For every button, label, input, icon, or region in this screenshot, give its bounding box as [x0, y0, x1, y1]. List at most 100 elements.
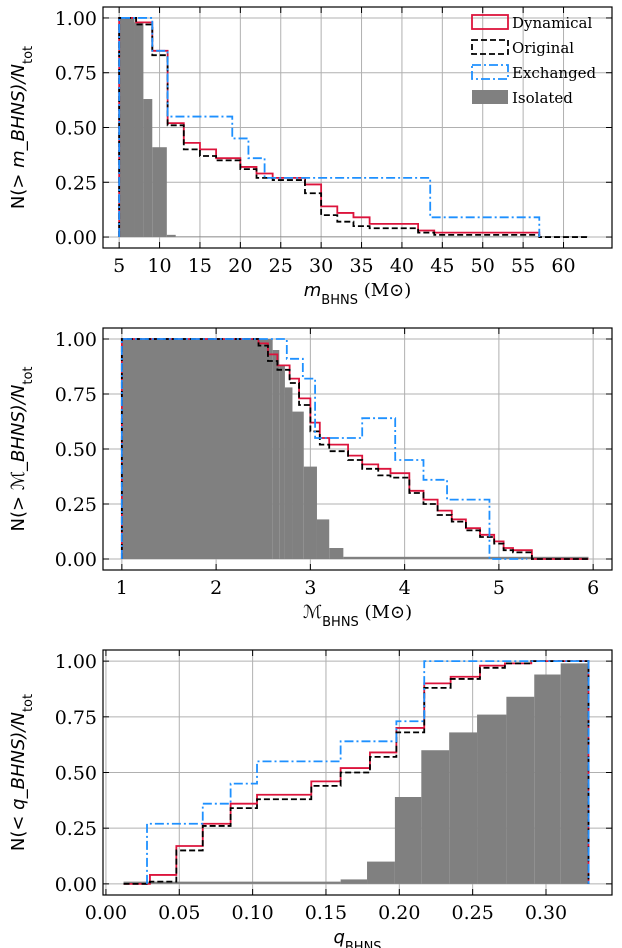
legend: Dynamical Original Exchanged Isolated	[471, 14, 597, 107]
y-tick-label: 0.25	[55, 494, 97, 516]
x-tick-label: 40	[390, 255, 414, 277]
legend-label-dynamical: Dynamical	[512, 14, 592, 32]
y-axis-label-part: N(>	[8, 490, 29, 531]
x-tick-label: 25	[269, 255, 293, 277]
y-axis-label: N(> ℳ_BHNS)/Ntot	[8, 366, 36, 531]
series-line-exchanged	[120, 338, 528, 560]
bar-isolated	[123, 881, 341, 884]
plot-area	[103, 328, 612, 570]
legend-label-isolated: Isolated	[512, 89, 573, 107]
x-tick-label: 5	[113, 255, 125, 277]
y-tick-label: 0.00	[55, 874, 97, 896]
y-axis-label-part: tot	[21, 366, 36, 384]
x-axis-label-part: (M⊙)	[359, 602, 412, 623]
y-axis-label-part: N(>	[8, 168, 29, 209]
y-axis-label-part: N(<	[8, 810, 29, 851]
series-line-exchanged	[118, 17, 541, 238]
bar-isolated	[121, 339, 273, 559]
x-axis-label: mBHNS (M⊙)	[304, 280, 412, 308]
y-tick-label: 1.00	[55, 8, 97, 30]
x-tick-label: 15	[188, 255, 212, 277]
x-axis-label-part: BHNS	[345, 940, 382, 948]
x-axis-label: ℳBHNS (M⊙)	[303, 602, 412, 630]
y-tick-label: 0.50	[55, 439, 97, 461]
x-tick-label: 30	[309, 255, 333, 277]
x-tick-label: 1	[116, 577, 128, 599]
x-tick-label: 4	[399, 577, 411, 599]
series-line-original	[120, 338, 589, 560]
x-axis-label-part: ℳ	[303, 602, 322, 623]
bar-isolated	[279, 365, 285, 559]
legend-label-original: Original	[512, 39, 574, 57]
chart-panel-1: 5 10 15 20 25 30 35 40 45 50 55 60 0.00 0.25 0.50 0.75 1…	[8, 6, 613, 308]
y-tick-label: 0.25	[55, 818, 97, 840]
x-axis-label-part: (M⊙)	[358, 280, 411, 301]
bar-isolated	[303, 466, 317, 559]
x-axis-label-part: q	[333, 927, 344, 948]
x-tick-label: 3	[304, 577, 316, 599]
bar-isolated	[119, 17, 135, 238]
x-tick-label: 0.30	[525, 902, 567, 924]
x-tick-label: 45	[430, 255, 454, 277]
x-tick-label: 0.05	[158, 902, 200, 924]
x-tick-label: 55	[511, 255, 535, 277]
y-tick-label: 0.50	[55, 118, 97, 140]
bar-isolated	[394, 797, 422, 884]
y-axis-label-part: tot	[21, 46, 36, 64]
y-tick-label: 0.00	[55, 227, 97, 249]
x-axis-label: qBHNS	[333, 927, 381, 948]
legend-swatch-dynamical	[471, 14, 509, 30]
bar-isolated	[316, 519, 330, 559]
series-line-original	[123, 660, 590, 885]
y-tick-label: 0.00	[55, 549, 97, 571]
bar-isolated	[534, 674, 561, 884]
bar-isolated	[367, 861, 395, 884]
y-tick-label: 1.00	[55, 651, 97, 673]
x-tick-label: 0.25	[451, 902, 493, 924]
bar-isolated	[272, 350, 280, 559]
y-tick-label: 1.00	[55, 329, 97, 351]
y-axis-label-part: tot	[21, 694, 36, 712]
bar-isolated	[506, 696, 535, 884]
legend-swatch-exchanged	[471, 64, 509, 80]
y-axis-label: N(> m_BHNS)/Ntot	[8, 46, 36, 209]
bar-isolated	[449, 732, 478, 884]
series-line-exchanged	[146, 660, 590, 884]
x-axis-label-part: m	[304, 280, 322, 301]
x-tick-label: 6	[587, 577, 599, 599]
plot-area	[103, 650, 612, 895]
legend-swatch-isolated	[472, 90, 508, 104]
bar-isolated	[143, 99, 153, 238]
legend-swatch-original	[471, 39, 509, 55]
bar-isolated	[421, 750, 450, 884]
bar-isolated	[340, 879, 368, 884]
x-tick-label: 0.20	[378, 902, 420, 924]
bar-isolated	[284, 387, 293, 559]
bar-isolated	[343, 556, 589, 559]
x-tick-label: 0.10	[231, 902, 273, 924]
y-tick-label: 0.75	[55, 384, 97, 406]
x-tick-label: 10	[147, 255, 171, 277]
bar-isolated	[152, 147, 167, 238]
chart-panel-2: 1 2 3 4 5 6 0.00 0.25 0.50 0.75 1.00 ℳBHNS (M⊙) N(> …	[8, 327, 613, 630]
x-tick-label: 20	[228, 255, 252, 277]
bar-isolated	[175, 236, 588, 238]
bar-isolated	[166, 234, 176, 238]
bar-isolated	[477, 714, 507, 884]
y-axis-label-part: ℳ_BHNS)/N	[8, 385, 29, 491]
y-tick-label: 0.50	[55, 763, 97, 785]
x-axis-label-part: BHNS	[321, 293, 358, 308]
y-axis-label: N(< q_BHNS)/Ntot	[8, 694, 36, 851]
x-tick-label: 0.00	[85, 902, 127, 924]
x-tick-label: 35	[349, 255, 373, 277]
bar-isolated	[292, 411, 304, 559]
bar-isolated	[134, 22, 144, 238]
bar-isolated	[560, 663, 589, 884]
y-tick-label: 0.75	[55, 63, 97, 85]
x-tick-label: 50	[471, 255, 495, 277]
x-tick-label: 2	[210, 577, 222, 599]
y-tick-label: 0.75	[55, 707, 97, 729]
y-axis-label-part: m_BHNS)/N	[8, 64, 29, 168]
y-axis-label-part: q_BHNS)/N	[8, 712, 29, 810]
